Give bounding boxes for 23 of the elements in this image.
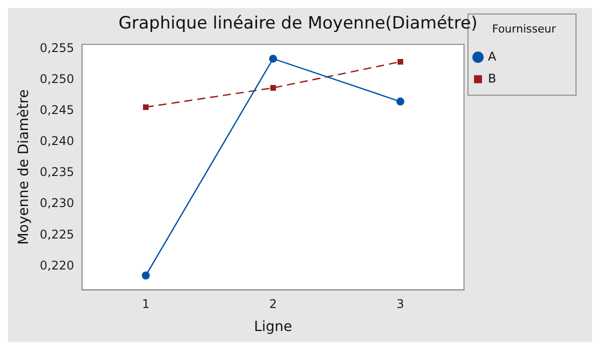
point [142,272,150,280]
point [270,85,276,91]
point [396,98,404,106]
y-tick-label: 0,235 [40,165,74,180]
y-tick-label: 0,255 [40,40,74,55]
y-tick-label: 0,240 [40,134,74,148]
x-tick-label: 1 [142,297,150,312]
y-tick-label: 0,230 [40,196,74,210]
y-tick-label: 0,220 [40,258,74,272]
y-tick-label: 0,225 [40,227,74,242]
point [142,104,149,110]
point [269,54,278,63]
x-tick-label: 2 [269,297,277,312]
x-tick-label: 3 [396,297,404,312]
y-tick-label: 0,245 [40,103,74,117]
point [398,58,404,65]
chart-title: Graphique linéaire de Moyenne(Diamétre) [118,14,478,34]
legend-title: Fournisseur [492,22,556,36]
x-axis-title: Ligne [254,319,292,336]
y-axis-title: Moyenne de Diamètre [16,89,32,245]
legend-label: A [488,49,497,64]
legend-label: B [488,71,496,86]
y-tick-label: 0,250 [40,72,74,86]
